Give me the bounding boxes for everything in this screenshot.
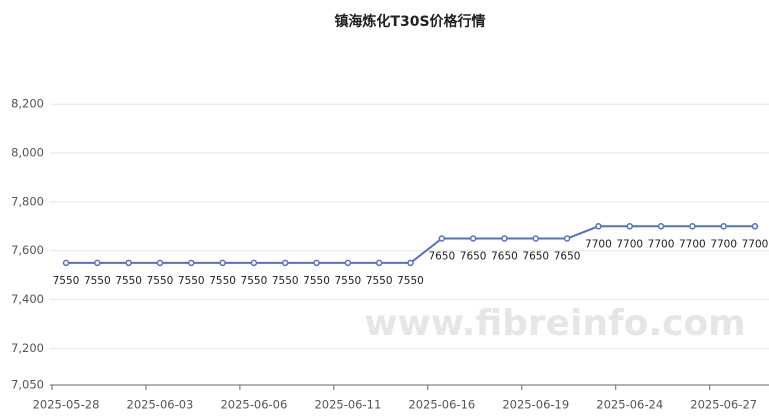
point [62, 259, 70, 267]
value-label: 7550 [272, 275, 299, 287]
point [375, 259, 383, 267]
y-tick-label: 7,200 [11, 341, 44, 355]
point [751, 223, 759, 230]
point [689, 223, 696, 230]
value-label: 7550 [334, 275, 361, 287]
value-label: 7550 [209, 275, 236, 287]
value-label: 7550 [366, 275, 393, 287]
value-label: 7650 [460, 251, 487, 263]
value-label: 7650 [491, 251, 518, 263]
value-label: 7650 [554, 251, 581, 263]
y-tick-label: 8,200 [11, 97, 44, 111]
y-tick-label: 7,600 [11, 243, 44, 257]
value-label: 7700 [710, 238, 737, 250]
value-label: 7700 [742, 238, 769, 250]
chart-title: 镇海炼化T30S价格行情 [334, 13, 485, 30]
point [501, 235, 508, 242]
point [250, 259, 258, 267]
watermark: www.fibreinfo.com [364, 303, 745, 344]
value-label: 7550 [178, 275, 205, 287]
y-tick-label: 7,800 [11, 194, 44, 208]
value-label: 7700 [648, 238, 675, 250]
value-label: 7550 [53, 275, 80, 287]
x-tick-label: 2025-06-16 [408, 398, 475, 412]
point [469, 235, 477, 242]
value-label: 7550 [241, 275, 268, 287]
point [313, 259, 320, 267]
x-tick-label: 2025-06-03 [127, 398, 194, 412]
y-tick-label: 8,000 [11, 146, 44, 160]
point [657, 223, 665, 230]
y-tick-label: 7,050 [11, 378, 44, 392]
point [156, 259, 164, 267]
point [407, 259, 414, 267]
point [532, 235, 540, 242]
x-tick-label: 2025-06-11 [314, 398, 381, 412]
value-label: 7700 [679, 238, 706, 250]
point [438, 235, 446, 242]
point [281, 259, 289, 267]
x-tick-label: 2025-06-27 [690, 398, 757, 412]
x-tick-label: 2025-05-28 [33, 398, 100, 412]
value-label: 7550 [303, 275, 330, 287]
y-tick-label: 7,400 [11, 292, 44, 306]
point [94, 259, 101, 267]
value-label: 7550 [115, 275, 142, 287]
point [344, 259, 352, 267]
point [188, 259, 195, 267]
point [219, 259, 226, 267]
point [595, 223, 602, 230]
x-tick-label: 2025-06-24 [596, 398, 663, 412]
point [125, 259, 132, 267]
x-tick-label: 2025-06-19 [502, 398, 569, 412]
value-label: 7550 [397, 275, 424, 287]
x-tick-label: 2025-06-06 [220, 398, 287, 412]
value-label: 7700 [616, 238, 643, 250]
value-label: 7650 [428, 251, 455, 263]
point [720, 223, 727, 230]
value-label: 7550 [84, 275, 111, 287]
point [626, 223, 633, 230]
value-label: 7550 [147, 275, 174, 287]
value-label: 7650 [522, 251, 549, 263]
point [563, 235, 571, 242]
value-label: 7700 [585, 238, 612, 250]
